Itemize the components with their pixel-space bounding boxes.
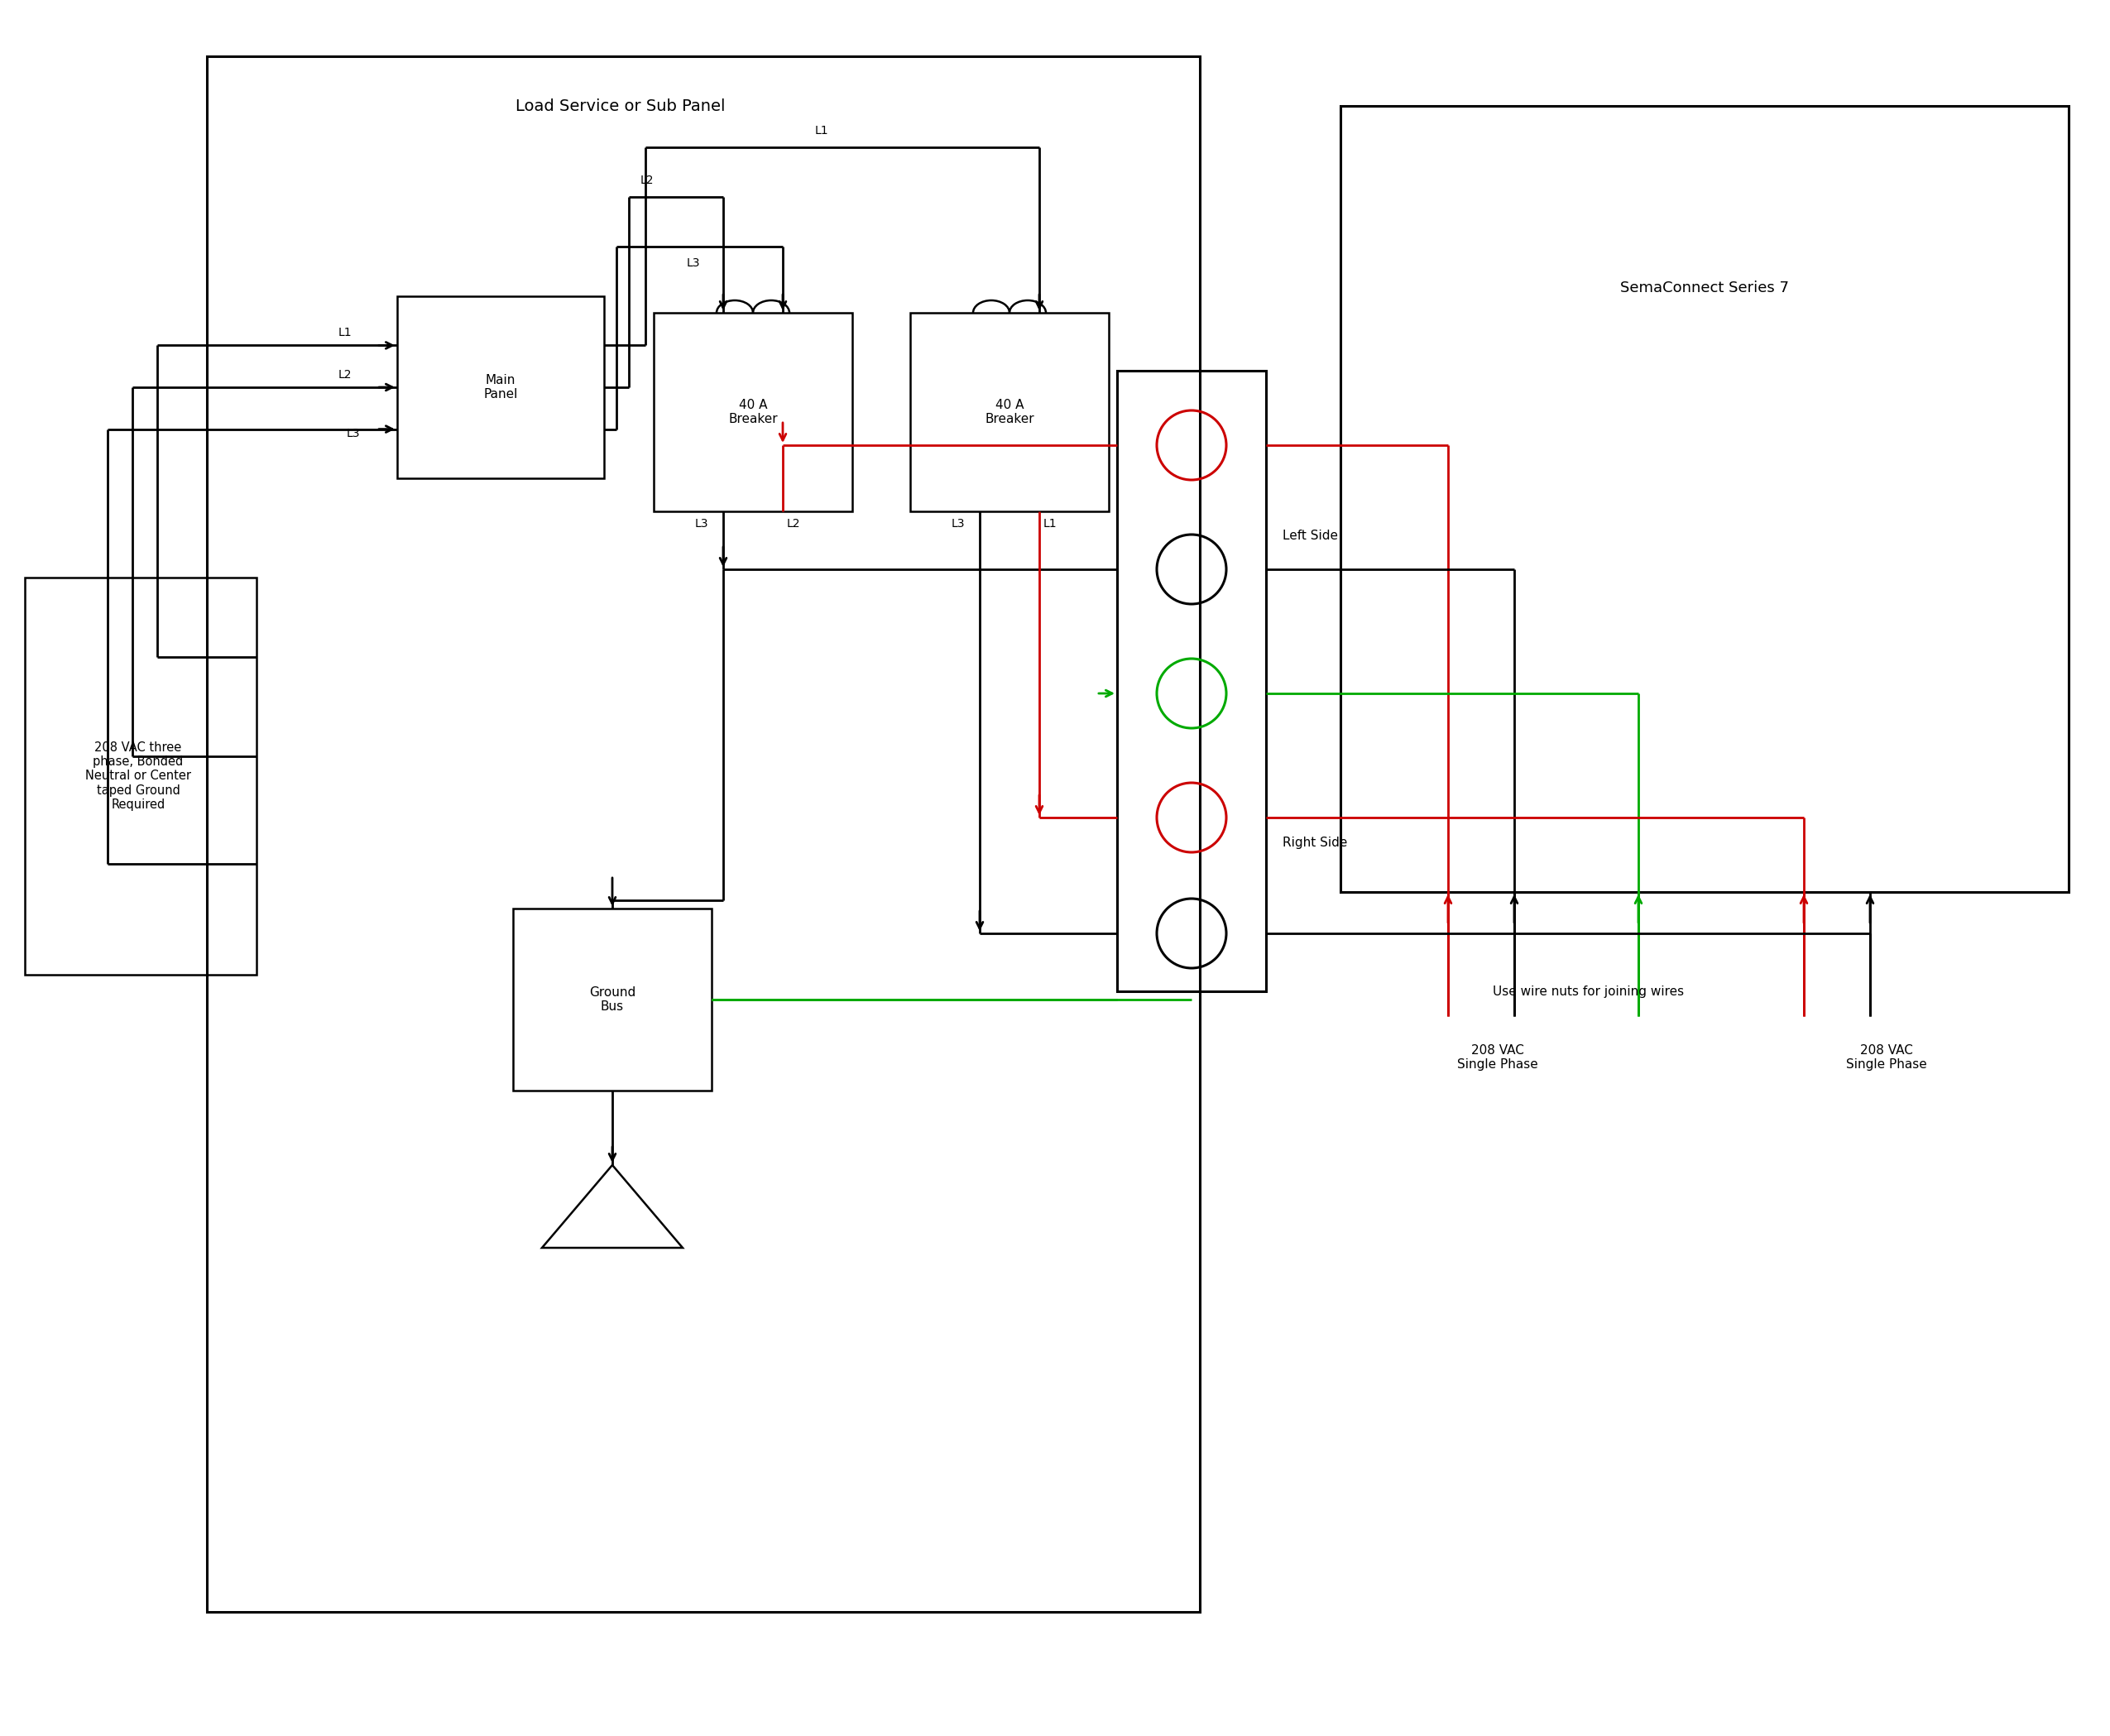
Bar [25,578,257,974]
Text: L3: L3 [686,257,701,269]
Text: 208 VAC
Single Phase: 208 VAC Single Phase [1458,1043,1538,1071]
Text: L2: L2 [787,517,800,529]
Bar [909,312,1108,512]
Bar [1116,372,1266,991]
Text: Ground
Bus: Ground Bus [589,986,635,1014]
Text: Right Side: Right Side [1283,837,1348,849]
Text: 40 A
Breaker: 40 A Breaker [985,399,1034,425]
Bar [513,908,711,1090]
Text: L3: L3 [694,517,709,529]
Text: 40 A
Breaker: 40 A Breaker [728,399,779,425]
Text: L3: L3 [952,517,964,529]
Text: L1: L1 [338,326,352,339]
Text: L1: L1 [1044,517,1057,529]
Text: L2: L2 [639,175,654,186]
Bar [654,312,852,512]
Text: 208 VAC three
phase, Bonded
Neutral or Center
taped Ground
Required: 208 VAC three phase, Bonded Neutral or C… [84,741,192,811]
Text: Load Service or Sub Panel: Load Service or Sub Panel [515,97,726,115]
Bar [207,56,1201,1613]
Text: SemaConnect Series 7: SemaConnect Series 7 [1620,281,1789,295]
Text: L3: L3 [346,427,361,439]
Text: 208 VAC
Single Phase: 208 VAC Single Phase [1846,1043,1926,1071]
Text: Use wire nuts for joining wires: Use wire nuts for joining wires [1494,984,1684,998]
Text: Main
Panel: Main Panel [483,373,517,401]
Bar [1340,106,2068,892]
Bar [397,297,603,479]
Text: Left Side: Left Side [1283,529,1338,542]
Text: L2: L2 [338,370,352,380]
Text: L1: L1 [814,125,829,137]
